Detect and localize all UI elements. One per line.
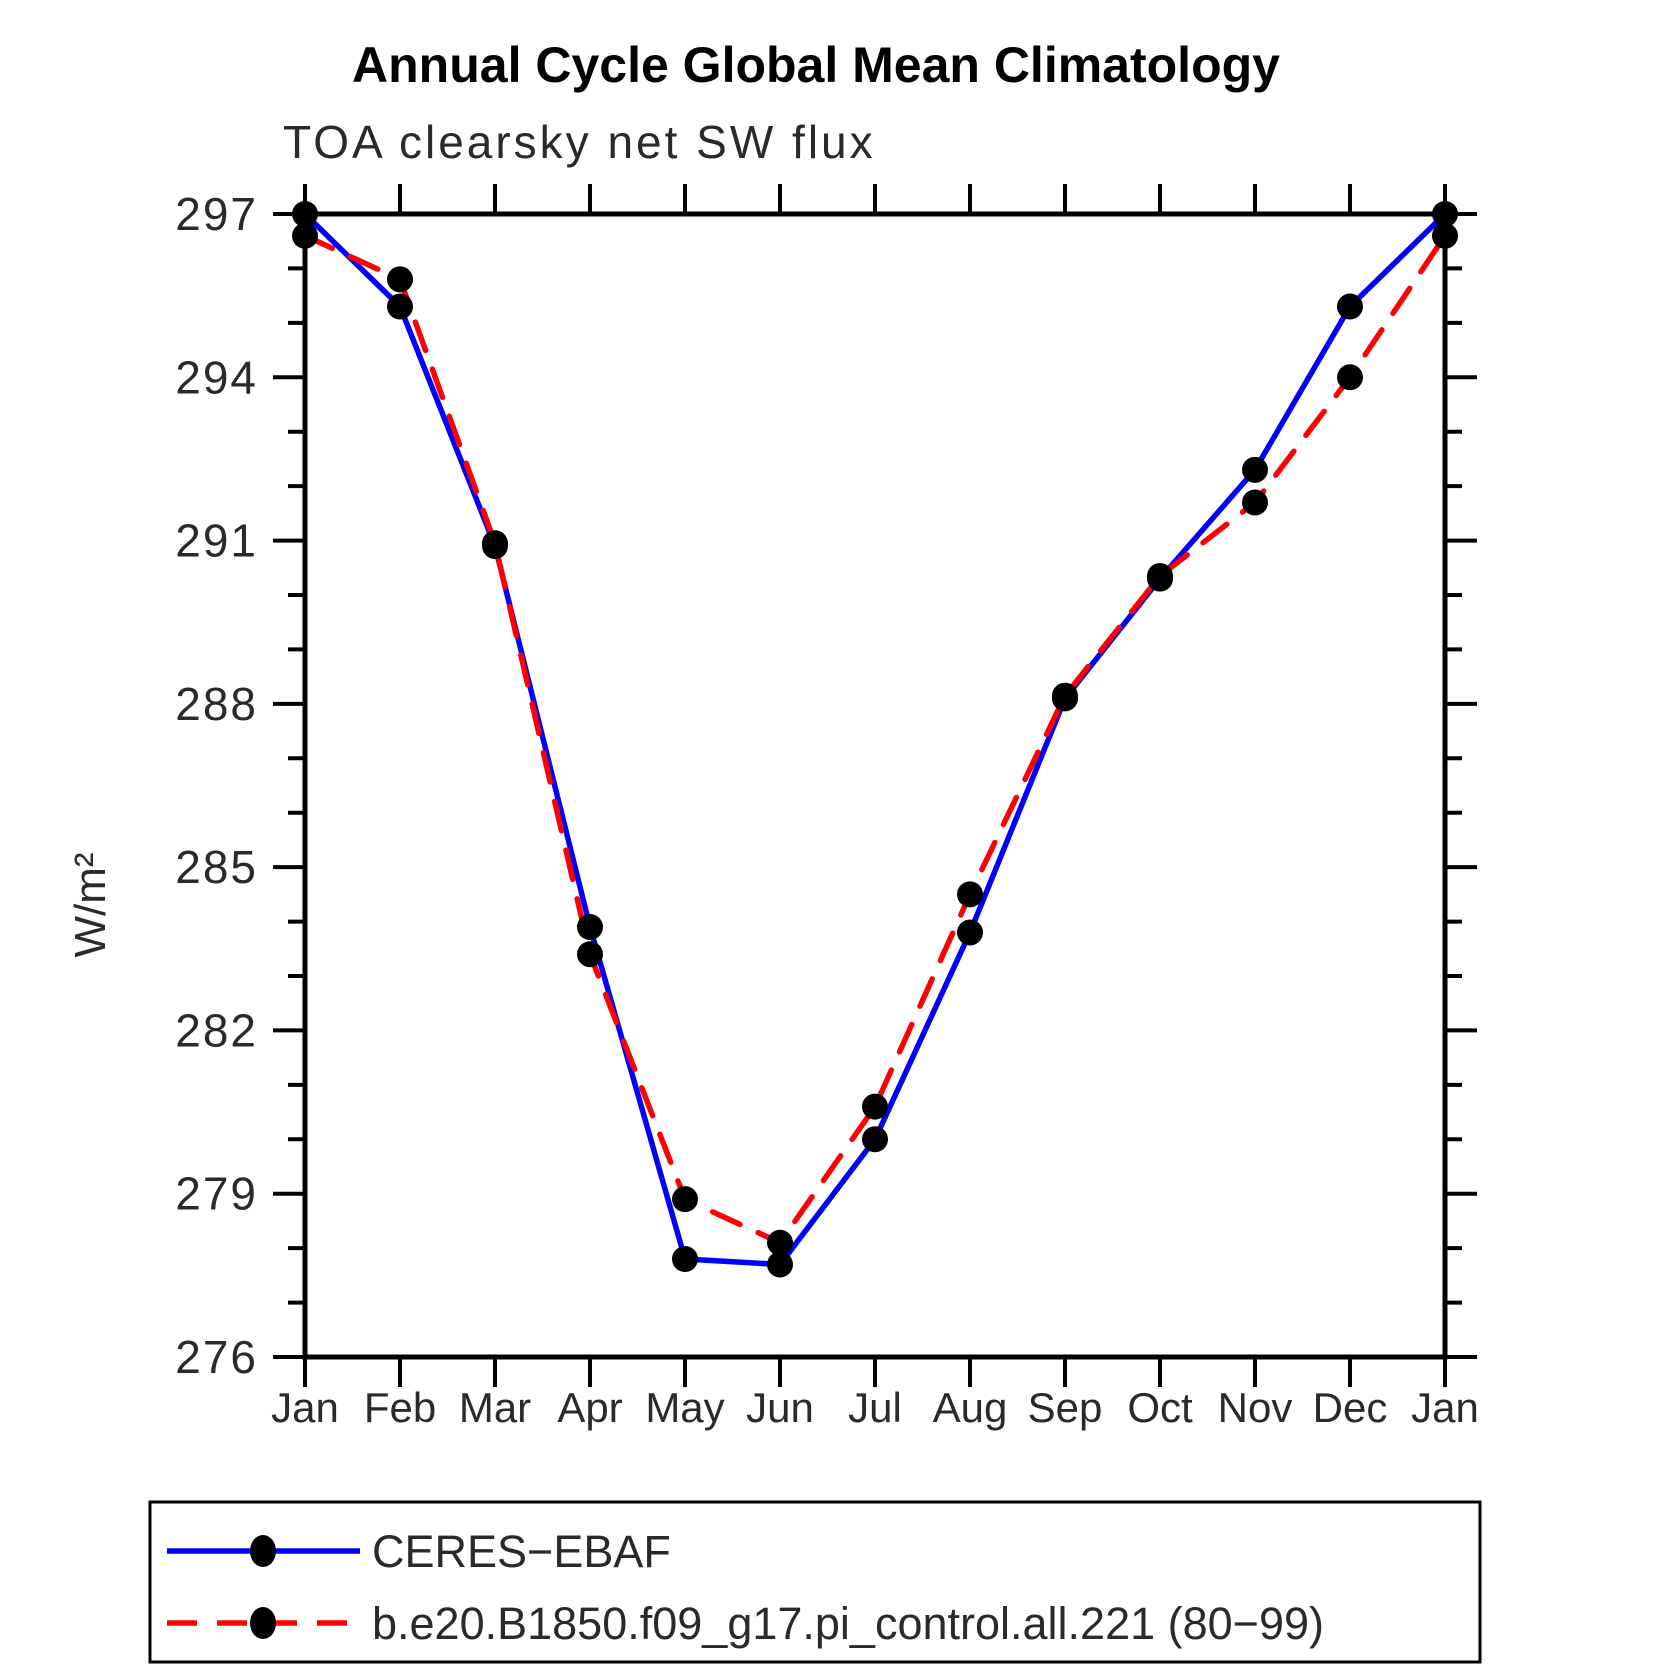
y-tick-label: 279 [175,1168,258,1220]
y-axis-label: W/m² [66,852,115,957]
x-tick-label: Sep [1028,1384,1103,1431]
chart-subtitle: TOA clearsky net SW flux [283,116,876,168]
legend-marker-0 [250,1535,276,1567]
y-tick-label: 291 [175,515,258,567]
x-tick-label: Jul [848,1384,902,1431]
data-point-0 [957,919,983,946]
y-tick-label: 285 [175,841,258,893]
x-tick-label: Feb [364,1384,436,1431]
x-tick-label: Jan [271,1384,339,1431]
x-tick-label: Jun [746,1384,814,1431]
y-tick-label: 297 [175,188,258,240]
legend-label-1: b.e20.B1850.f09_g17.pi_control.all.221 (… [372,1598,1324,1649]
legend-marker-1 [250,1607,276,1639]
x-tick-label: Oct [1127,1384,1193,1431]
y-tick-label: 288 [175,678,258,730]
y-tick-label: 282 [175,1004,258,1056]
data-point-1 [1242,489,1268,516]
data-point-1 [1432,222,1458,249]
chart-title: Annual Cycle Global Mean Climatology [352,37,1280,93]
data-point-1 [387,266,413,293]
x-tick-label: Mar [459,1384,531,1431]
x-tick-label: Jan [1411,1384,1479,1431]
x-tick-label: Nov [1218,1384,1293,1431]
x-tick-label: Aug [933,1384,1008,1431]
data-point-1 [292,222,318,249]
plot-frame [302,211,1448,1360]
data-point-0 [767,1251,793,1278]
legend-label-0: CERES−EBAF [372,1526,671,1577]
y-tick-label: 276 [175,1331,258,1383]
data-point-0 [292,201,318,227]
y-tick-label: 294 [175,351,258,403]
data-point-1 [482,530,508,557]
data-point-1 [1337,364,1363,391]
data-point-1 [767,1229,793,1256]
data-point-0 [1337,293,1363,320]
data-point-1 [1147,562,1173,589]
data-point-1 [577,941,603,968]
data-point-0 [1242,456,1268,483]
x-tick-label: Dec [1313,1384,1388,1431]
x-tick-label: Apr [557,1384,622,1431]
data-point-0 [387,293,413,320]
data-point-0 [672,1246,698,1273]
legend-box [148,1500,1482,1664]
data-point-0 [862,1126,888,1153]
series-line-1 [302,233,1448,1246]
data-point-1 [1052,682,1078,709]
data-point-1 [672,1186,698,1213]
data-point-1 [957,881,983,908]
x-tick-label: May [645,1384,724,1431]
data-point-1 [862,1093,888,1120]
data-point-0 [1432,201,1458,227]
data-point-0 [577,914,603,941]
